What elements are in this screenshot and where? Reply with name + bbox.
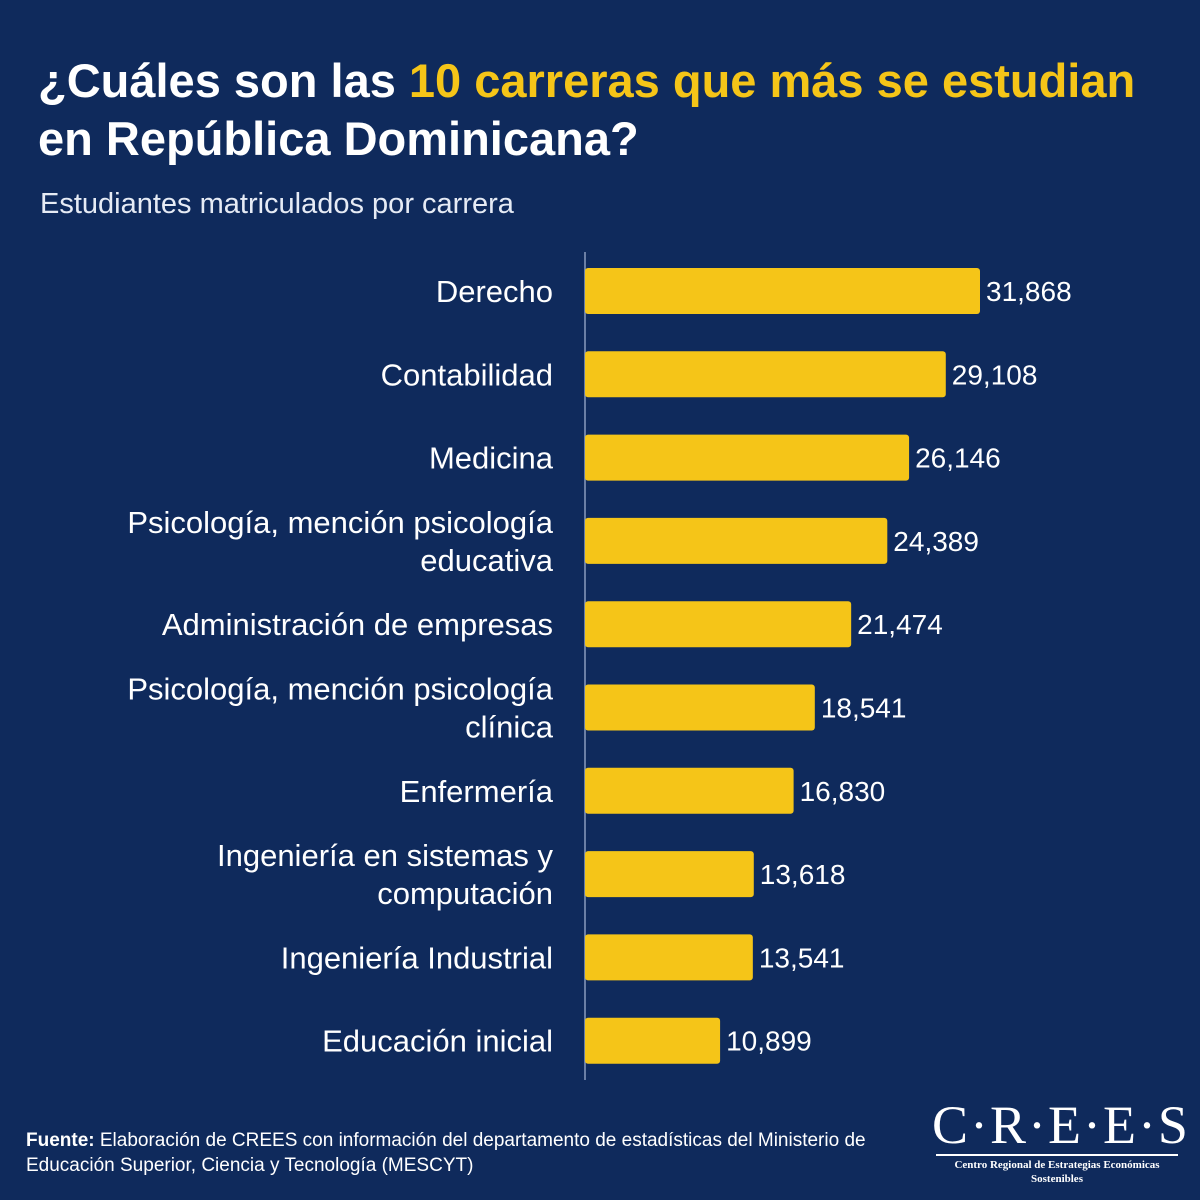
bar-value-label: 18,541 xyxy=(821,693,907,724)
bar xyxy=(585,767,794,814)
category-label: Administración de empresas xyxy=(162,607,553,642)
category-label: computación xyxy=(377,876,553,911)
bar xyxy=(585,434,910,481)
category-label: clínica xyxy=(465,710,554,745)
category-label: Ingeniería en sistemas y xyxy=(217,838,554,873)
bar xyxy=(585,934,753,981)
category-label: Ingeniería Industrial xyxy=(281,940,553,975)
bar-value-label: 26,146 xyxy=(915,443,1001,474)
logo-name: C·R·E·E·S xyxy=(932,1095,1190,1155)
category-label: Medicina xyxy=(429,441,554,476)
title-part-1: ¿Cuáles son las xyxy=(38,54,409,107)
title-part-2: en República Dominicana? xyxy=(38,112,639,165)
chart-title: ¿Cuáles son las 10 carreras que más se e… xyxy=(38,52,1168,168)
bar xyxy=(585,1017,721,1064)
category-label: Contabilidad xyxy=(381,357,553,392)
bar-value-label: 31,868 xyxy=(986,276,1072,307)
bar-value-label: 13,618 xyxy=(760,859,846,890)
bar-value-label: 29,108 xyxy=(952,359,1038,390)
category-label: Enfermería xyxy=(400,774,554,809)
bar xyxy=(585,268,980,314)
bar-value-label: 16,830 xyxy=(800,776,886,807)
bar-value-label: 10,899 xyxy=(726,1026,812,1057)
category-label: Psicología, mención psicología xyxy=(127,672,553,707)
source-label: Fuente: xyxy=(26,1130,95,1151)
bar xyxy=(585,517,888,564)
source-note: Fuente: Elaboración de CREES con informa… xyxy=(26,1128,906,1178)
source-text: Elaboración de CREES con información del… xyxy=(26,1130,866,1176)
bar-value-label: 21,474 xyxy=(857,609,943,640)
title-highlight: 10 carreras que más se estudian xyxy=(408,54,1136,107)
category-label: Educación inicial xyxy=(322,1024,553,1059)
crees-logo: C·R·E·E·S Centro Regional de Estrategias… xyxy=(932,1095,1190,1185)
category-label: Derecho xyxy=(436,274,553,309)
logo-divider xyxy=(936,1154,1178,1156)
bar-value-label: 13,541 xyxy=(759,942,845,973)
bar xyxy=(585,351,946,398)
category-label: educativa xyxy=(420,543,553,578)
bar xyxy=(585,851,754,898)
category-label: Psicología, mención psicología xyxy=(127,505,553,540)
logo-subtitle: Centro Regional de Estrategias Económica… xyxy=(954,1159,1160,1185)
bar xyxy=(585,601,852,648)
bar-value-label: 24,389 xyxy=(893,526,979,557)
bar xyxy=(585,684,815,731)
chart-subtitle: Estudiantes matriculados por carrera xyxy=(40,188,514,220)
